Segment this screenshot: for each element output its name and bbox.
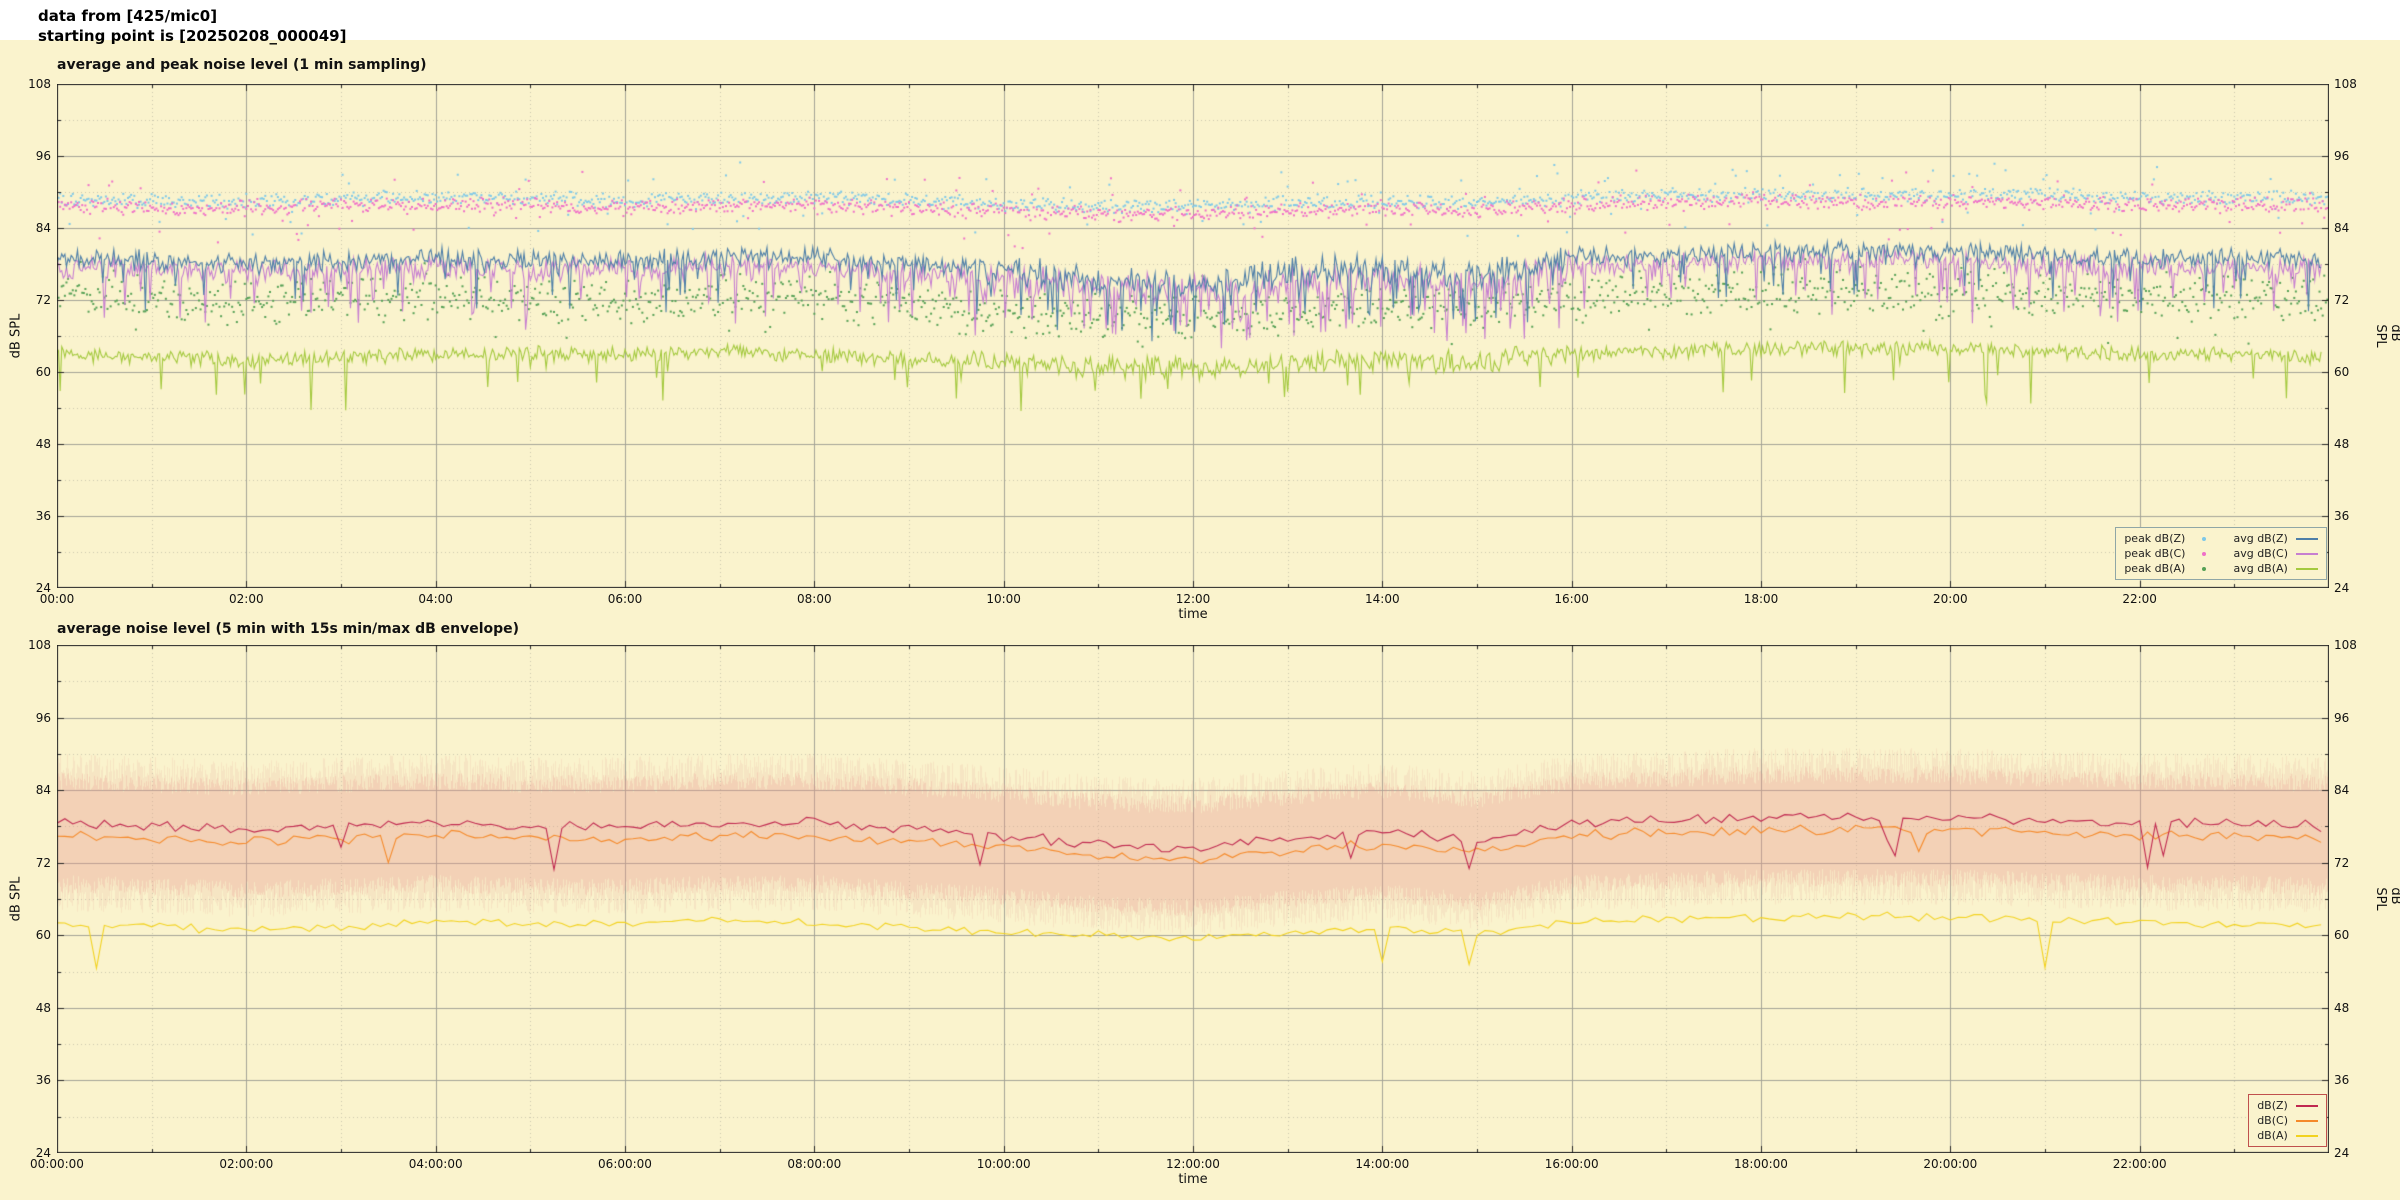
legend-label: dB(Z) bbox=[2257, 1099, 2288, 1112]
legend-line-swatch bbox=[2296, 1104, 2318, 1107]
y-tick-label: 24 bbox=[2334, 581, 2350, 595]
legend-line-swatch bbox=[2296, 552, 2318, 555]
x-tick-label: 16:00:00 bbox=[1544, 1157, 1599, 1171]
y-tick-label: 48 bbox=[35, 1000, 51, 1015]
legend-item: dB(A) bbox=[2257, 1128, 2318, 1143]
legend-item: avg dB(Z) bbox=[2233, 531, 2318, 546]
y-tick-label: 36 bbox=[2334, 1073, 2350, 1088]
y-tick-label: 24 bbox=[35, 581, 51, 595]
y-tick-label: 72 bbox=[35, 855, 51, 870]
x-tick-label: 14:00 bbox=[1365, 592, 1400, 606]
legend-label: dB(C) bbox=[2257, 1114, 2288, 1127]
y-tick-label: 36 bbox=[35, 509, 51, 523]
y-tick-label: 96 bbox=[2334, 149, 2350, 163]
y-axis-label-left: dB SPL bbox=[8, 876, 24, 922]
legend-label: avg dB(Z) bbox=[2233, 532, 2288, 545]
y-tick-label: 36 bbox=[35, 1073, 51, 1088]
x-tick-label: 08:00 bbox=[797, 592, 832, 606]
legend-dot-swatch bbox=[2202, 536, 2207, 541]
y-tick-label: 48 bbox=[2334, 1000, 2350, 1015]
legend-item: peak dB(Z) bbox=[2124, 531, 2215, 546]
x-axis-label: time bbox=[1178, 607, 1208, 622]
y-tick-label: 96 bbox=[35, 149, 51, 163]
y-tick-label: 84 bbox=[2334, 783, 2350, 798]
starting-point-text: starting point is [20250208_000049] bbox=[38, 26, 347, 45]
average-peak-noise-plot-canvas bbox=[57, 84, 2329, 588]
y-tick-label: 84 bbox=[35, 221, 51, 235]
legend-item: avg dB(A) bbox=[2233, 561, 2318, 576]
x-tick-label: 12:00 bbox=[1175, 592, 1211, 606]
legend-label: peak dB(C) bbox=[2124, 547, 2186, 560]
legend-item: peak dB(A) bbox=[2124, 561, 2215, 576]
y-tick-label: 36 bbox=[2334, 509, 2350, 523]
legend-line-swatch bbox=[2296, 1119, 2318, 1122]
legend-dot-swatch bbox=[2202, 566, 2207, 571]
legend-line-swatch bbox=[2296, 1134, 2318, 1137]
y-tick-label: 60 bbox=[35, 928, 51, 943]
x-tick-label: 18:00 bbox=[1743, 592, 1779, 606]
legend-item: dB(Z) bbox=[2257, 1098, 2318, 1113]
x-axis-label: time bbox=[1178, 1172, 1208, 1187]
data-source-text: data from [425/mic0] bbox=[38, 7, 218, 25]
y-axis-label-right: dB SPL bbox=[2373, 324, 2400, 348]
legend-line-swatch bbox=[2296, 567, 2318, 570]
y-tick-label: 24 bbox=[35, 1146, 51, 1160]
x-tick-label: 00:00:00 bbox=[30, 1157, 84, 1171]
y-tick-label: 108 bbox=[28, 77, 51, 91]
x-tick-label: 18:00:00 bbox=[1734, 1157, 1788, 1171]
header: data from [425/mic0] starting point is [… bbox=[38, 7, 346, 46]
x-tick-label: 08:00:00 bbox=[787, 1157, 842, 1171]
chart-title: average noise level (5 min with 15s min/… bbox=[57, 621, 520, 637]
x-tick-label: 02:00:00 bbox=[219, 1157, 274, 1171]
x-tick-label: 10:00 bbox=[986, 592, 1021, 606]
y-tick-label: 72 bbox=[2334, 855, 2350, 870]
legend-dot-swatch bbox=[2202, 551, 2207, 556]
legend-label: dB(A) bbox=[2257, 1129, 2288, 1142]
y-tick-label: 96 bbox=[2334, 710, 2350, 725]
legend-item: dB(C) bbox=[2257, 1113, 2318, 1128]
y-tick-label: 96 bbox=[35, 710, 51, 725]
legend: peak dB(Z) avg dB(Z) peak dB(C) avg dB(C) pe… bbox=[2115, 527, 2327, 580]
y-tick-label: 72 bbox=[35, 293, 51, 307]
legend-label: peak dB(Z) bbox=[2124, 532, 2186, 545]
legend-line-swatch bbox=[2296, 537, 2318, 540]
y-axis-label-right: dB SPL bbox=[2373, 887, 2400, 911]
x-tick-label: 10:00:00 bbox=[976, 1157, 1031, 1171]
y-tick-label: 108 bbox=[2334, 638, 2357, 652]
chart-title: average and peak noise level (1 min samp… bbox=[57, 57, 427, 73]
y-tick-label: 72 bbox=[2334, 293, 2350, 307]
x-tick-label: 16:00 bbox=[1554, 592, 1589, 606]
y-tick-label: 48 bbox=[2334, 437, 2350, 451]
legend-label: avg dB(C) bbox=[2233, 547, 2288, 560]
x-tick-label: 20:00 bbox=[1933, 592, 1968, 606]
legend-item: avg dB(C) bbox=[2233, 546, 2318, 561]
y-tick-label: 108 bbox=[28, 638, 51, 652]
x-tick-label: 20:00:00 bbox=[1923, 1157, 1978, 1171]
legend-item: peak dB(C) bbox=[2124, 546, 2215, 561]
y-tick-label: 84 bbox=[2334, 221, 2350, 235]
x-tick-label: 06:00 bbox=[607, 592, 643, 606]
x-tick-label: 04:00 bbox=[418, 592, 453, 606]
x-tick-label: 22:00 bbox=[2122, 592, 2157, 606]
x-tick-label: 00:00 bbox=[39, 592, 75, 606]
legend: dB(Z) dB(C) dB(A) bbox=[2248, 1094, 2327, 1147]
x-tick-label: 02:00 bbox=[229, 592, 264, 606]
average-noise-envelope-plot-canvas bbox=[57, 645, 2329, 1153]
legend-label: peak dB(A) bbox=[2124, 562, 2186, 575]
y-tick-label: 24 bbox=[2334, 1146, 2350, 1160]
y-tick-label: 108 bbox=[2334, 77, 2357, 91]
y-axis-label-left: dB SPL bbox=[8, 313, 24, 359]
x-tick-label: 12:00:00 bbox=[1166, 1157, 1220, 1171]
x-tick-label: 22:00:00 bbox=[2112, 1157, 2167, 1171]
y-tick-label: 48 bbox=[35, 437, 51, 451]
y-tick-label: 84 bbox=[35, 783, 51, 798]
x-tick-label: 04:00:00 bbox=[408, 1157, 463, 1171]
legend-label: avg dB(A) bbox=[2233, 562, 2288, 575]
y-tick-label: 60 bbox=[2334, 365, 2350, 379]
y-tick-label: 60 bbox=[35, 365, 51, 379]
x-tick-label: 14:00:00 bbox=[1355, 1157, 1410, 1171]
x-tick-label: 06:00:00 bbox=[598, 1157, 652, 1171]
y-tick-label: 60 bbox=[2334, 928, 2350, 943]
